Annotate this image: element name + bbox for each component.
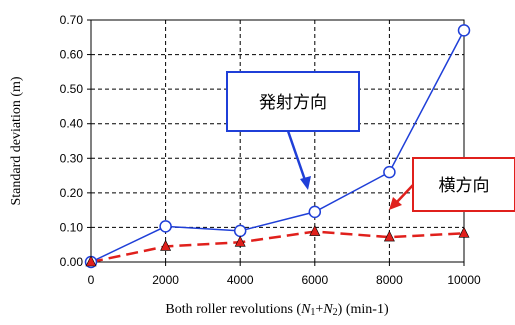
x-axis-ticks: 0 2000 4000 6000 8000 10000 xyxy=(88,262,481,287)
callout-launch-box xyxy=(226,71,360,132)
callout-lateral-label: 横方向 xyxy=(439,176,490,196)
series-1-point xyxy=(85,255,97,267)
series-0-point xyxy=(233,224,247,238)
x-tick-label: 0 xyxy=(88,273,95,287)
y-tick-label: 0.00 xyxy=(60,255,84,269)
plot-area-frame xyxy=(90,19,465,263)
callout-launch-direction: 発射方向 xyxy=(226,71,360,190)
callout-lateral-box xyxy=(412,157,515,212)
callout-lateral-arrow-line xyxy=(395,184,414,204)
series-0-point xyxy=(308,205,322,219)
y-axis-ticks: 0.00 0.10 0.20 0.30 0.40 0.50 0.60 0.70 xyxy=(60,13,91,269)
grid-lines xyxy=(91,20,464,262)
y-tick-label: 0.30 xyxy=(60,151,84,165)
series-1-point xyxy=(309,224,321,236)
series-0-point xyxy=(383,165,396,179)
callout-launch-arrow-line xyxy=(286,130,308,184)
x-tick-label: 10000 xyxy=(447,273,481,287)
y-tick-label: 0.50 xyxy=(60,82,84,96)
callout-launch-label: 発射方向 xyxy=(259,93,327,113)
y-tick-label: 0.10 xyxy=(60,220,84,234)
x-axis-title: Both roller revolutions (N1+N2) (min-1) xyxy=(165,302,389,318)
y-tick-label: 0.70 xyxy=(60,13,84,27)
y-tick-label: 0.40 xyxy=(60,117,84,131)
series-markers xyxy=(84,24,471,269)
callout-launch-arrow-head xyxy=(300,176,311,190)
y-axis-title: Standard deviation (m) xyxy=(9,76,24,205)
series-0-point xyxy=(159,220,172,233)
callout-lateral-direction: 横方向 xyxy=(389,157,515,212)
x-tick-label: 2000 xyxy=(152,273,179,287)
series-1-point xyxy=(160,239,172,251)
series-0-point xyxy=(457,24,471,37)
x-tick-label: 6000 xyxy=(301,273,328,287)
series-0-line xyxy=(90,30,465,263)
x-tick-label: 8000 xyxy=(376,273,403,287)
x-tick-label: 4000 xyxy=(227,273,254,287)
series-1-line xyxy=(90,230,465,264)
series-1-point xyxy=(458,226,470,238)
callout-lateral-arrow-head xyxy=(389,197,402,210)
y-tick-label: 0.60 xyxy=(60,48,84,62)
series-1-point xyxy=(234,235,246,247)
y-tick-label: 0.20 xyxy=(60,186,84,200)
series-lines xyxy=(90,30,465,264)
series-1-point xyxy=(383,230,395,242)
